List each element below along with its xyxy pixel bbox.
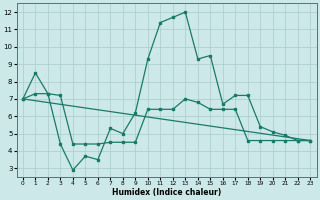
X-axis label: Humidex (Indice chaleur): Humidex (Indice chaleur): [112, 188, 221, 197]
